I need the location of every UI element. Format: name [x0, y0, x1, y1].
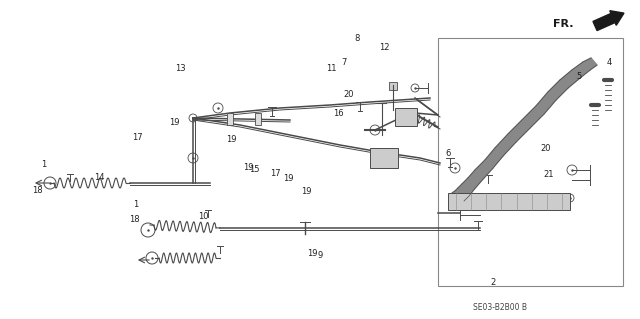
Text: 4: 4	[607, 58, 612, 67]
Text: FR.: FR.	[552, 19, 573, 29]
Text: 10: 10	[198, 212, 209, 221]
Polygon shape	[522, 106, 544, 128]
Bar	[370, 148, 398, 168]
Polygon shape	[583, 58, 597, 70]
Polygon shape	[495, 134, 516, 156]
Text: 17: 17	[270, 169, 280, 178]
Bar	[227, 113, 233, 125]
Polygon shape	[560, 70, 580, 88]
Text: 18: 18	[129, 215, 140, 224]
Text: 7: 7	[342, 58, 347, 67]
Text: 1: 1	[133, 200, 138, 209]
Text: 6: 6	[445, 149, 451, 158]
Bar	[438, 38, 623, 286]
Text: 9: 9	[317, 251, 323, 260]
Polygon shape	[462, 178, 477, 192]
Polygon shape	[452, 191, 466, 201]
Bar	[448, 193, 570, 210]
Text: 1: 1	[41, 160, 46, 169]
Text: 8: 8	[355, 34, 360, 43]
Text: 19: 19	[243, 163, 253, 172]
Text: 15: 15	[250, 165, 260, 174]
Text: 19: 19	[307, 249, 317, 258]
Polygon shape	[548, 80, 568, 100]
Polygon shape	[536, 92, 556, 114]
Text: 11: 11	[326, 64, 337, 73]
Bar	[389, 82, 397, 90]
Text: 20: 20	[540, 144, 550, 153]
Polygon shape	[508, 120, 530, 142]
FancyArrow shape	[593, 11, 624, 31]
Bar	[395, 108, 417, 126]
Text: 17: 17	[132, 133, 143, 142]
Polygon shape	[458, 184, 472, 196]
Bar	[255, 113, 261, 125]
Text: 14: 14	[94, 173, 104, 182]
Text: 21: 21	[544, 170, 554, 179]
Text: 12: 12	[379, 43, 389, 52]
Text: 16: 16	[333, 109, 343, 118]
Text: 19: 19	[227, 135, 237, 144]
Polygon shape	[485, 148, 503, 168]
Text: 13: 13	[175, 64, 186, 73]
Polygon shape	[572, 62, 590, 78]
Text: 19: 19	[169, 118, 179, 127]
Text: 2: 2	[490, 278, 495, 287]
Polygon shape	[475, 160, 493, 178]
Polygon shape	[455, 188, 469, 199]
Text: 18: 18	[32, 186, 42, 195]
Text: 19: 19	[283, 174, 293, 182]
Polygon shape	[468, 170, 484, 186]
Text: 20: 20	[344, 90, 354, 99]
Text: SE03-B2B00 B: SE03-B2B00 B	[473, 303, 527, 313]
Text: 5: 5	[577, 72, 582, 81]
Text: 19: 19	[301, 187, 311, 196]
